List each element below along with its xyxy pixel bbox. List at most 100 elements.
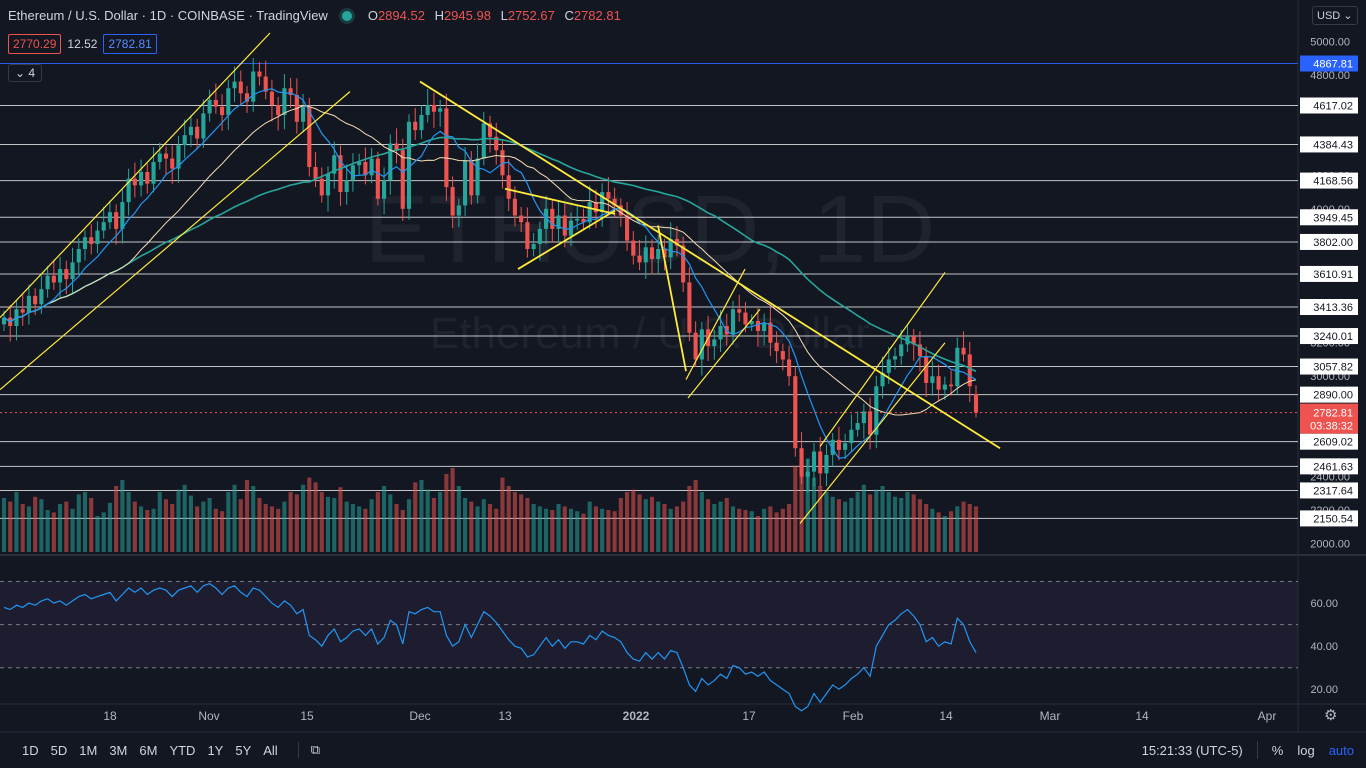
candle-body xyxy=(799,448,804,477)
volume-bar xyxy=(618,498,623,552)
volume-bar xyxy=(674,506,679,552)
close-label: C xyxy=(564,8,574,23)
level-label: 4867.81 xyxy=(1313,59,1353,71)
volume-bar xyxy=(14,492,19,552)
low-label: L xyxy=(500,8,508,23)
divider xyxy=(1256,741,1258,759)
volume-bar xyxy=(668,508,673,552)
candle-body xyxy=(955,347,960,387)
auto-scale-toggle[interactable]: auto xyxy=(1328,742,1354,758)
volume-bar xyxy=(195,506,200,552)
volume-bar xyxy=(70,508,75,552)
candle-body xyxy=(257,71,262,77)
candle-body xyxy=(612,198,617,206)
volume-bar xyxy=(917,499,922,552)
volume-bar xyxy=(238,499,243,552)
candle-body xyxy=(787,359,792,377)
candle-body xyxy=(930,376,935,383)
candle-body xyxy=(712,339,717,347)
currency-select[interactable]: USD ⌄ xyxy=(1312,6,1358,25)
candle-body xyxy=(151,161,156,184)
level-label-box xyxy=(1300,55,1358,72)
candle-body xyxy=(699,329,704,360)
buy-price-button[interactable]: 2782.81 xyxy=(103,34,157,54)
candle-body xyxy=(668,238,673,258)
time-tick-label: 13 xyxy=(498,709,512,723)
timeframe-1m[interactable]: 1M xyxy=(79,742,98,758)
volume-bar xyxy=(749,511,754,552)
log-toggle[interactable]: log xyxy=(1297,742,1315,758)
volume-bar xyxy=(762,508,767,552)
timeframe-6m[interactable]: 6M xyxy=(139,742,158,758)
volume-bar xyxy=(625,492,630,552)
timeframe-5d[interactable]: 5D xyxy=(50,742,68,758)
candle-body xyxy=(606,192,611,199)
volume-bar xyxy=(170,504,175,552)
candle-body xyxy=(157,153,162,162)
time-tick-label: Mar xyxy=(1040,709,1061,723)
volume-bar xyxy=(375,492,380,552)
volume-bar xyxy=(201,501,206,552)
volume-bar xyxy=(506,486,511,552)
volume-bar xyxy=(64,501,69,552)
time-tick-label: 14 xyxy=(939,709,953,723)
timeframe-3m[interactable]: 3M xyxy=(109,742,128,758)
timeframe-1y[interactable]: 1Y xyxy=(207,742,224,758)
level-label-box xyxy=(1300,233,1358,250)
volume-bar xyxy=(363,508,368,552)
volume-bar xyxy=(824,492,829,552)
volume-bar xyxy=(151,508,156,552)
settings-gear-icon[interactable]: ⚙ xyxy=(1324,707,1338,724)
level-label: 2890.00 xyxy=(1313,390,1353,402)
level-label-box xyxy=(1300,209,1358,226)
candle-body xyxy=(762,322,767,332)
volume-bar xyxy=(905,492,910,552)
candle-body xyxy=(170,158,175,169)
candle-body xyxy=(774,342,779,352)
volume-bar xyxy=(145,510,150,552)
volume-bar xyxy=(463,498,468,552)
volume-bar xyxy=(350,504,355,552)
volume-bar xyxy=(101,512,106,552)
candle-body xyxy=(269,91,274,106)
candle-body xyxy=(556,215,561,229)
volume-bar xyxy=(406,499,412,552)
candle-body xyxy=(307,106,312,167)
volume-bar xyxy=(344,501,349,552)
candle-body xyxy=(450,187,455,216)
volume-bar xyxy=(880,486,885,552)
volume-bar xyxy=(89,498,94,552)
volume-bar xyxy=(843,501,848,552)
volume-bar xyxy=(8,501,13,552)
level-label: 3610.91 xyxy=(1313,269,1353,281)
volume-bar xyxy=(575,511,580,552)
timeframe-1d[interactable]: 1D xyxy=(22,742,39,758)
candle-body xyxy=(400,150,405,209)
level-label: 2461.63 xyxy=(1313,461,1353,473)
sell-price-button[interactable]: 2770.29 xyxy=(8,34,62,54)
price-tick-label: 5000.00 xyxy=(1310,36,1350,48)
time-tick-label: 18 xyxy=(103,709,117,723)
time-tick-label: Apr xyxy=(1258,709,1277,723)
timeframe-5y[interactable]: 5Y xyxy=(235,742,252,758)
symbol-title[interactable]: Ethereum / U.S. Dollar · 1D · COINBASE ·… xyxy=(8,8,328,23)
level-label-box xyxy=(1300,482,1358,499)
high-label: H xyxy=(434,8,444,23)
clock-display[interactable]: 15:21:33 (UTC-5) xyxy=(1141,742,1243,758)
indicators-toggle-button[interactable]: ⌄ 4 xyxy=(8,64,43,82)
timeframe-all[interactable]: All xyxy=(263,742,278,758)
candle-body xyxy=(836,439,841,450)
candle-body xyxy=(855,423,860,430)
percent-toggle[interactable]: % xyxy=(1271,742,1284,758)
timeframe-ytd[interactable]: YTD xyxy=(169,742,196,758)
candle-body xyxy=(568,220,574,236)
ohlc-values: O2894.52 H2945.98 L2752.67 C2782.81 xyxy=(368,8,627,23)
calendar-range-icon[interactable]: ⧉ xyxy=(297,742,320,758)
volume-bar xyxy=(973,506,979,552)
candle-body xyxy=(643,247,648,263)
volume-bar xyxy=(338,487,343,552)
volume-bar xyxy=(307,477,312,552)
volume-bar xyxy=(811,477,817,552)
candle-body xyxy=(64,269,69,280)
